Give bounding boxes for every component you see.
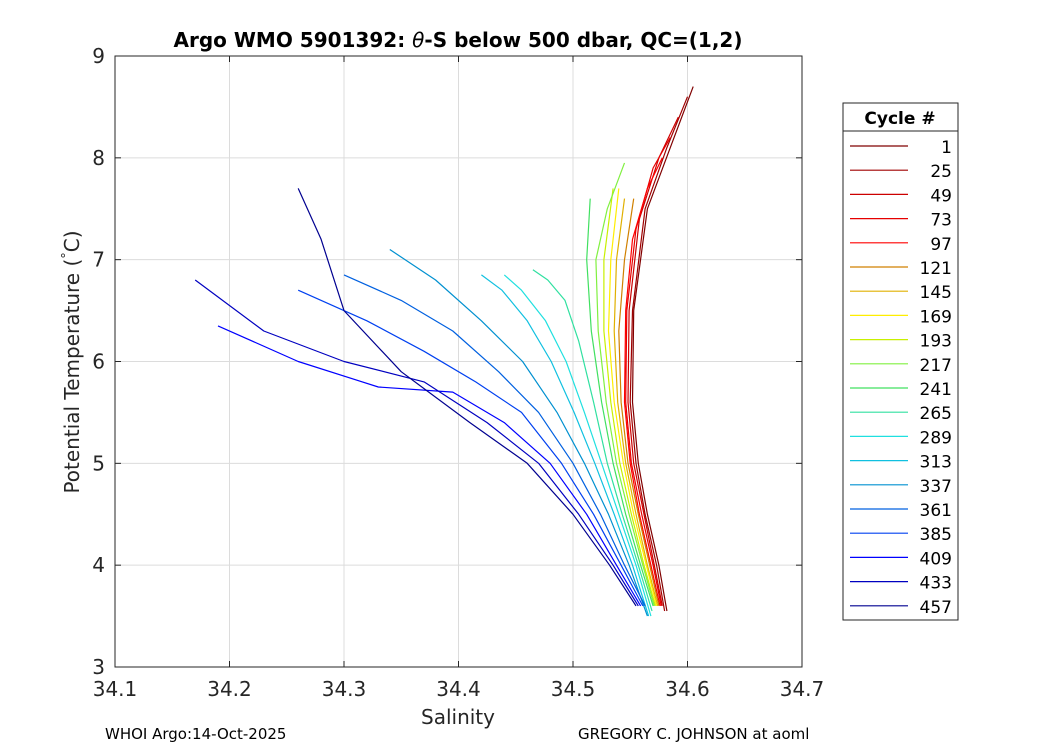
series-line-cycle-1 bbox=[631, 86, 694, 612]
legend-label: 409 bbox=[920, 549, 952, 569]
series-line-cycle-409 bbox=[217, 325, 642, 607]
chart-title-prefix: Argo WMO 5901392: bbox=[174, 28, 413, 52]
x-axis-label: Salinity bbox=[421, 705, 495, 729]
x-tick-label: 34.4 bbox=[436, 677, 481, 701]
legend-label: 25 bbox=[930, 162, 952, 182]
legend: Cycle # 1 25 49 73 97 121 145 169 193 217 241 265 28… bbox=[842, 102, 959, 621]
legend-label: 97 bbox=[930, 235, 952, 255]
legend-label: 73 bbox=[930, 211, 952, 231]
footer-left-credit: WHOI Argo:14-Oct-2025 bbox=[105, 725, 287, 743]
series-layer bbox=[194, 86, 694, 617]
legend-label: 265 bbox=[920, 404, 952, 424]
legend-title: Cycle # bbox=[864, 109, 935, 129]
series-line-cycle-121 bbox=[618, 198, 660, 607]
legend-label: 145 bbox=[920, 283, 952, 303]
series-line-cycle-457 bbox=[297, 188, 637, 607]
series-line-cycle-433 bbox=[194, 279, 639, 607]
legend-entries: 1 25 49 73 97 121 145 169 193 217 241 265 289 313 337 3… bbox=[850, 138, 952, 618]
series-line-cycle-193 bbox=[603, 188, 656, 607]
legend-label: 337 bbox=[920, 477, 952, 497]
tick-labels: 34.1 34.2 34.3 34.4 34.5 34.6 34.7 3 4 5 6 7 8 9 bbox=[92, 44, 824, 701]
y-axis-label-main: Potential Temperature ( bbox=[60, 259, 84, 494]
grid bbox=[115, 56, 802, 667]
x-tick-label: 34.3 bbox=[322, 677, 367, 701]
legend-label: 193 bbox=[920, 332, 952, 352]
y-tick-label: 8 bbox=[92, 146, 105, 170]
series-line-cycle-97 bbox=[623, 157, 663, 607]
legend-label: 1 bbox=[941, 138, 952, 158]
legend-label: 289 bbox=[920, 428, 952, 448]
series-line-cycle-25 bbox=[629, 96, 689, 612]
y-axis-label: Potential Temperature (°C) bbox=[60, 230, 84, 493]
footer-right-credit: GREGORY C. JOHNSON at aoml bbox=[578, 725, 810, 743]
series-line-cycle-289 bbox=[503, 274, 652, 617]
legend-label: 313 bbox=[920, 453, 952, 473]
y-tick-label: 4 bbox=[92, 553, 105, 577]
legend-label: 49 bbox=[930, 186, 952, 206]
y-tick-label: 6 bbox=[92, 350, 105, 374]
series-line-cycle-313 bbox=[481, 274, 650, 617]
legend-label: 121 bbox=[920, 259, 952, 279]
legend-box bbox=[842, 102, 959, 621]
y-tick-label: 7 bbox=[92, 248, 105, 272]
series-line-cycle-385 bbox=[297, 289, 644, 607]
legend-label: 385 bbox=[920, 525, 952, 545]
y-tick-label: 3 bbox=[92, 655, 105, 679]
x-tick-label: 34.6 bbox=[665, 677, 710, 701]
legend-label: 361 bbox=[920, 501, 952, 521]
series-line-cycle-265 bbox=[532, 269, 653, 612]
chart-title: Argo WMO 5901392: θ-S below 500 dbar, QC… bbox=[174, 28, 743, 52]
x-tick-label: 34.2 bbox=[207, 677, 252, 701]
x-tick-label: 34.7 bbox=[780, 677, 825, 701]
series-line-cycle-169 bbox=[607, 188, 658, 607]
series-line-cycle-145 bbox=[613, 198, 659, 607]
x-tick-label: 34.1 bbox=[93, 677, 138, 701]
x-tick-label: 34.5 bbox=[551, 677, 596, 701]
y-axis-label-degree: ° bbox=[60, 252, 75, 259]
legend-label: 457 bbox=[920, 598, 952, 618]
legend-label: 241 bbox=[920, 380, 952, 400]
ticks bbox=[114, 55, 803, 668]
y-tick-label: 9 bbox=[92, 44, 105, 68]
legend-label: 217 bbox=[920, 356, 952, 376]
series-line-cycle-361 bbox=[343, 274, 646, 607]
chart-title-suffix: -S below 500 dbar, QC=(1,2) bbox=[424, 28, 742, 52]
series-line-cycle-337 bbox=[389, 249, 648, 617]
y-tick-label: 5 bbox=[92, 451, 105, 475]
legend-label: 169 bbox=[920, 307, 952, 327]
chart-title-theta: θ bbox=[412, 28, 424, 52]
y-axis-label-end: C) bbox=[60, 230, 84, 252]
legend-label: 433 bbox=[920, 574, 952, 594]
series-line-cycle-217 bbox=[595, 162, 655, 607]
series-line-cycle-241 bbox=[586, 198, 654, 607]
